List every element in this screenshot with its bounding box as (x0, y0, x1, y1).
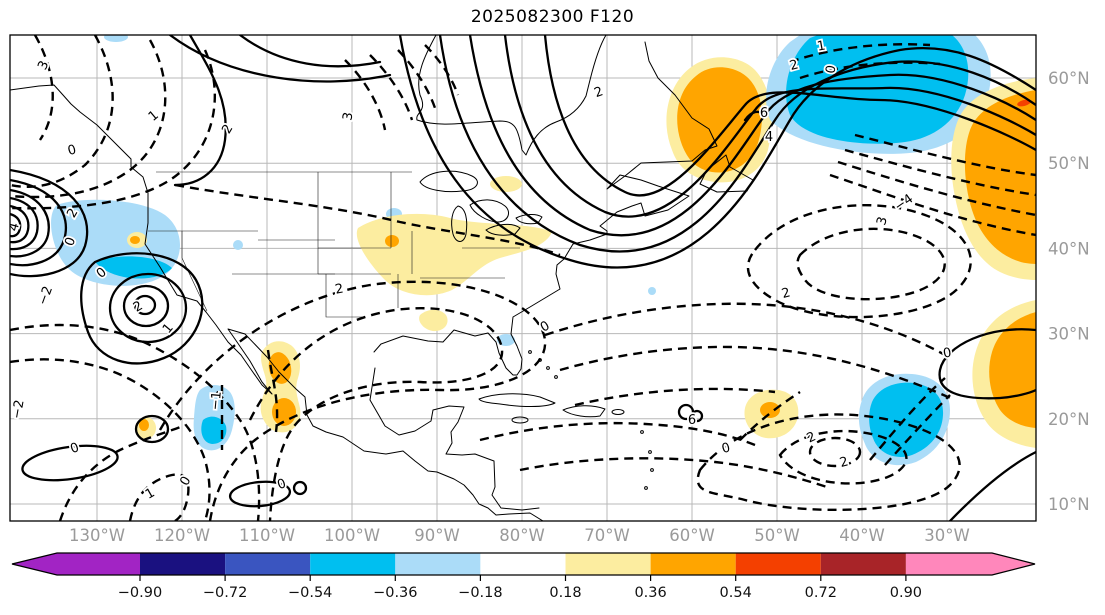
svg-text:3: 3 (874, 215, 891, 227)
svg-text:0: 0 (177, 474, 194, 489)
svg-text:0.54: 0.54 (720, 585, 752, 601)
svg-text:3: 3 (340, 111, 356, 122)
svg-text:1: 1 (146, 108, 162, 125)
y-axis-labels: 60°N 50°N 40°N 30°N 20°N 10°N (1048, 69, 1090, 514)
svg-text:−0.18: −0.18 (458, 585, 502, 601)
svg-text:120°W: 120°W (154, 526, 210, 545)
svg-text:50°N: 50°N (1048, 154, 1090, 173)
state-borders (148, 171, 520, 318)
svg-text:0: 0 (942, 345, 953, 361)
svg-text:70°W: 70°W (584, 526, 630, 545)
svg-text:30°W: 30°W (924, 526, 970, 545)
svg-text:110°W: 110°W (239, 526, 295, 545)
coastlines (10, 35, 754, 521)
svg-text:2: 2 (838, 454, 850, 471)
svg-text:−0.90: −0.90 (118, 585, 162, 601)
svg-text:90°W: 90°W (414, 526, 460, 545)
svg-text:20°N: 20°N (1048, 410, 1090, 429)
svg-text:3: 3 (35, 59, 52, 73)
svg-text:40°N: 40°N (1048, 239, 1090, 258)
x-axis-labels: 130°W 120°W 110°W 100°W 90°W 80°W 70°W 60°W 50°W… (69, 526, 970, 545)
svg-text:2: 2 (805, 429, 819, 446)
svg-text:100°W: 100°W (324, 526, 380, 545)
svg-text:4: 4 (765, 130, 773, 145)
svg-text:80°W: 80°W (499, 526, 545, 545)
plot-frame (9, 34, 1037, 522)
svg-text:0: 0 (275, 476, 288, 493)
svg-text:2: 2 (219, 122, 236, 137)
svg-text:2: 2 (592, 84, 605, 101)
svg-text:60°N: 60°N (1048, 69, 1090, 88)
svg-text:0.90: 0.90 (890, 585, 922, 601)
svg-text:−0.54: −0.54 (288, 585, 332, 601)
svg-text:−0.72: −0.72 (203, 585, 247, 601)
svg-text:0: 0 (720, 440, 732, 457)
svg-text:60°W: 60°W (669, 526, 715, 545)
svg-text:1: 1 (160, 321, 177, 337)
svg-text:40°W: 40°W (839, 526, 885, 545)
svg-text:50°W: 50°W (754, 526, 800, 545)
svg-text:2: 2 (334, 281, 345, 297)
svg-text:0.18: 0.18 (549, 585, 581, 601)
svg-text:6: 6 (760, 106, 768, 121)
svg-text:30°N: 30°N (1048, 325, 1090, 344)
svg-text:1: 1 (143, 485, 158, 502)
svg-text:−0.36: −0.36 (373, 585, 417, 601)
solid-contours (10, 35, 1036, 521)
svg-text:0.36: 0.36 (634, 585, 666, 601)
colorbar: −0.90 −0.72 −0.54 −0.36 −0.18 0.18 0.36 0.54 0.7… (11, 552, 1036, 601)
svg-text:130°W: 130°W (69, 526, 125, 545)
dashed-contours (10, 35, 1036, 521)
svg-text:0: 0 (66, 142, 78, 159)
svg-text:10°N: 10°N (1048, 495, 1090, 514)
svg-text:2: 2 (780, 285, 792, 302)
svg-text:−2: −2 (10, 399, 28, 420)
chart-title: 2025082300 F120 (470, 7, 635, 27)
svg-text:−1: −1 (208, 390, 225, 410)
svg-text:−2: −2 (35, 284, 56, 307)
svg-text:6: 6 (688, 413, 696, 428)
svg-text:0: 0 (68, 440, 81, 457)
svg-text:0.72: 0.72 (805, 585, 837, 601)
